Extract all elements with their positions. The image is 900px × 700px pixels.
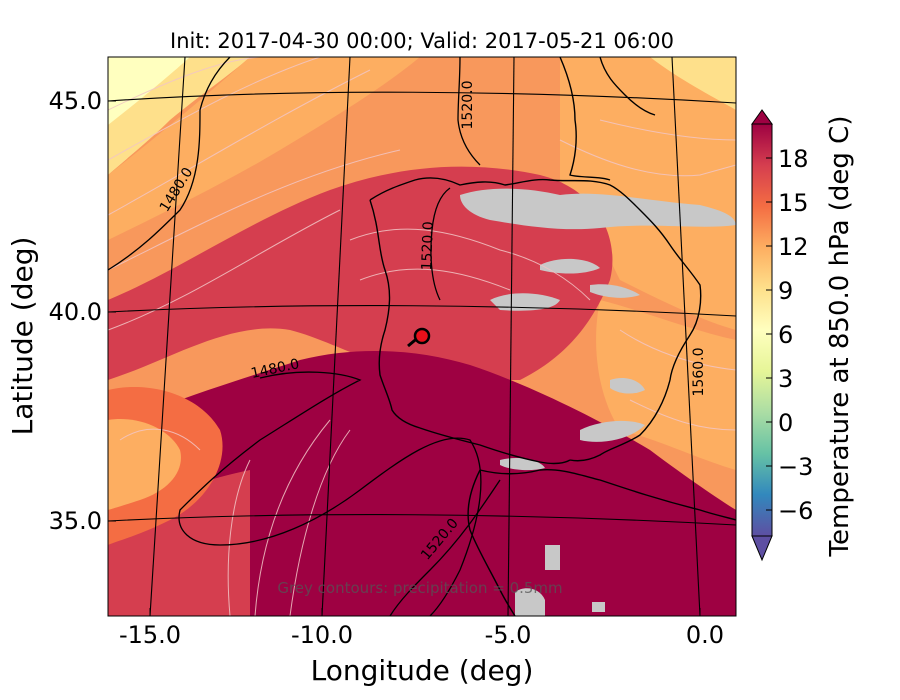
graticule-lat-45: [108, 91, 736, 104]
geopotential-contour-1520-mid: [430, 187, 451, 301]
graticule-lon-15: [149, 57, 186, 616]
geopotential-contour-1480-south: [178, 371, 482, 616]
graticule-lon-0: [671, 57, 701, 616]
x-tick-label: -15.0: [119, 621, 181, 649]
coastline-africa: [479, 468, 736, 521]
contour-label: 1520.0: [460, 81, 476, 130]
geopotential-contour-1480-north: [108, 57, 231, 271]
graticule-lon-5: [507, 57, 515, 616]
geopotential-contour-1520-south: [389, 479, 501, 616]
colorbar-tick-label: 9: [778, 277, 793, 305]
contour-label: 1560.0: [691, 348, 707, 397]
graticule-lat-40: [108, 305, 736, 317]
coastline-iberia-west: [369, 177, 702, 462]
colorbar-extend-max: [751, 109, 773, 125]
y-axis-label: Latitude (deg): [6, 237, 39, 436]
colorbar-tick-label: −6: [778, 497, 813, 525]
plot-title: Init: 2017-04-30 00:00; Valid: 2017-05-2…: [170, 29, 674, 53]
colorbar-tick-label: −3: [778, 453, 813, 481]
map-frame: [107, 56, 737, 617]
colorbar: 18 15 12 9 6 3 0 −3 −6 Temperature at 85…: [751, 109, 855, 562]
x-tick-label: -5.0: [485, 621, 532, 649]
coastline-pyrenees: [599, 57, 656, 116]
coastline-portugal: [369, 199, 421, 429]
geopotential-contour-1520-north: [457, 57, 481, 166]
coastline-africa-west: [467, 469, 516, 616]
y-tick-label: 40.0: [49, 298, 102, 326]
precipitation-note: Grey contours: precipitation = 0.5mm: [277, 579, 562, 597]
colorbar-extend-min: [751, 535, 773, 562]
colorbar-tick-label: 3: [778, 365, 793, 393]
colorbar-body: [751, 123, 773, 537]
colorbar-tick-label: 12: [778, 233, 809, 261]
contour-label: 1520.0: [419, 221, 437, 271]
colorbar-tick-label: 15: [778, 189, 809, 217]
x-axis-label: Longitude (deg): [311, 654, 534, 687]
x-tick-label: 0.0: [686, 621, 724, 649]
colorbar-tick-label: 6: [778, 321, 793, 349]
y-tick-label: 45.0: [49, 87, 102, 115]
temperature-field: 1480.0 1520.0 1520.0 1480.0 1520.0 1560.…: [108, 57, 736, 616]
x-tick-label: -10.0: [291, 621, 353, 649]
coastline-france: [559, 57, 611, 181]
station-marker: [407, 327, 431, 348]
colorbar-tick-label: 18: [778, 145, 809, 173]
graticule-lat-35: [108, 514, 736, 526]
colorbar-label: Temperature at 850.0 hPa (deg C): [825, 116, 855, 558]
y-tick-label: 35.0: [49, 507, 102, 535]
colorbar-tick-label: 0: [778, 409, 793, 437]
graticule-lon-10: [321, 57, 351, 616]
